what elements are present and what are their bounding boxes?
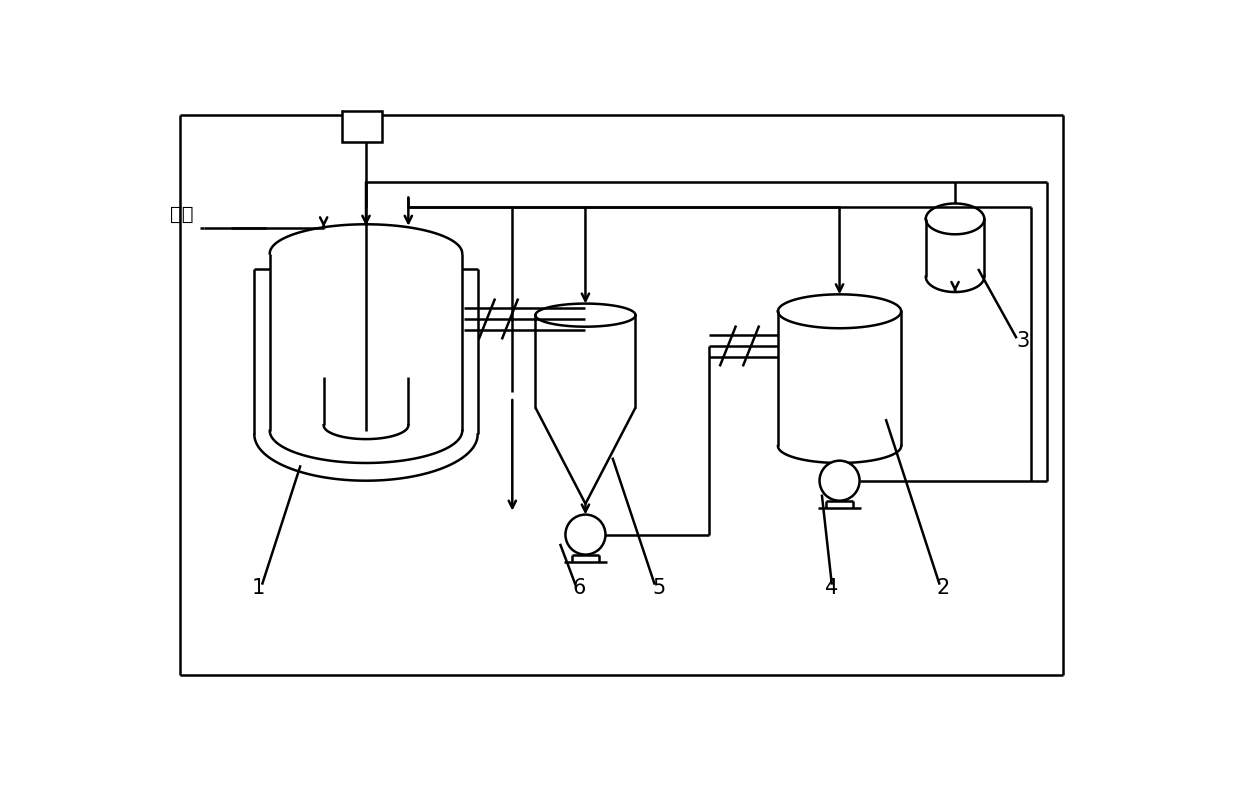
Circle shape — [820, 460, 859, 501]
Text: 3: 3 — [1017, 331, 1029, 351]
Text: 6: 6 — [573, 578, 587, 598]
Text: 4: 4 — [826, 578, 838, 598]
Text: 2: 2 — [937, 578, 950, 598]
Bar — [342, 111, 382, 142]
Text: 5: 5 — [652, 578, 665, 598]
Text: 1: 1 — [252, 578, 265, 598]
Text: 原料: 原料 — [170, 206, 193, 225]
Circle shape — [565, 515, 605, 554]
